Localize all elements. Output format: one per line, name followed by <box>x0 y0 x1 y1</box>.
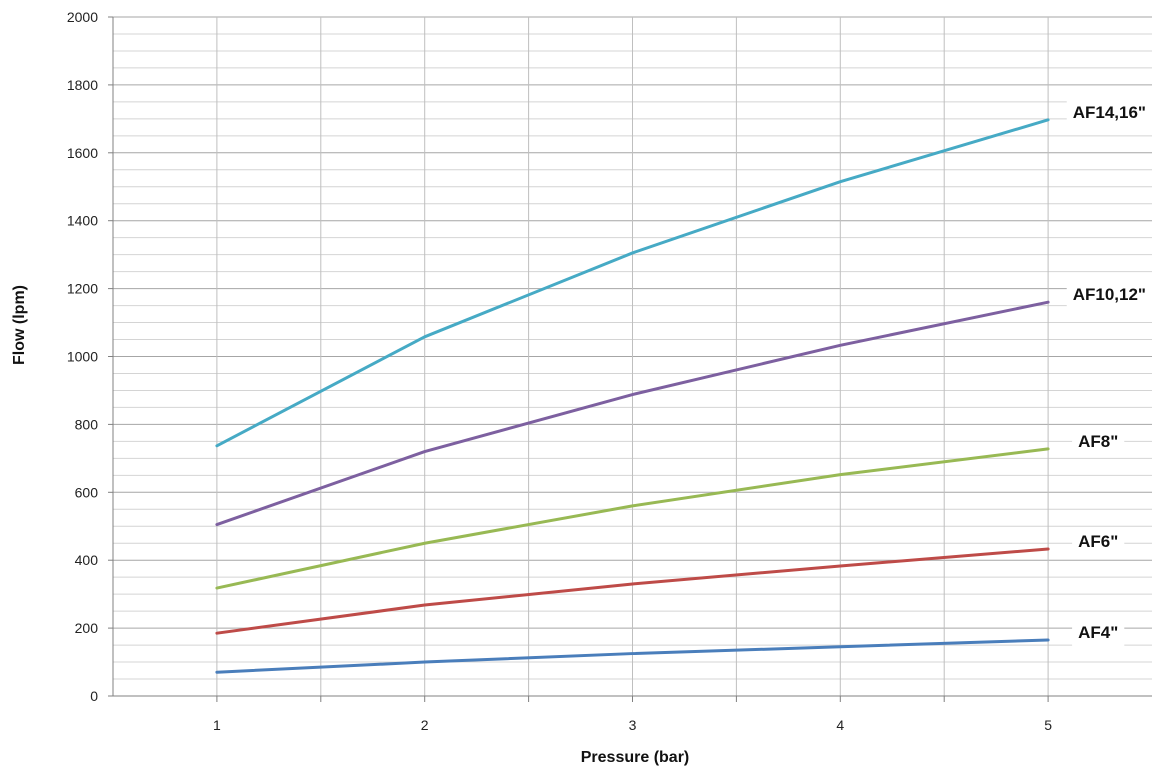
y-tick-label: 2000 <box>67 9 98 25</box>
x-tick-label: 1 <box>213 717 221 733</box>
series-label-af10-12: AF10,12" <box>1073 285 1146 304</box>
series-label-background <box>1072 528 1125 555</box>
y-tick-labels: 0 200 400 600 800 1000 1200 1400 1600 1800 2000 <box>67 9 98 704</box>
series-line-af14-16 <box>215 118 1050 448</box>
y-tick-label: 1600 <box>67 145 98 161</box>
series-label-background <box>1066 282 1152 309</box>
x-tick-label: 4 <box>836 717 844 733</box>
y-tick-label: 1200 <box>67 281 98 297</box>
y-tick-label: 200 <box>75 620 99 636</box>
series-label-background <box>1072 428 1125 455</box>
x-tick-label: 3 <box>629 717 637 733</box>
y-axis-title: Flow (lpm) <box>11 285 28 365</box>
x-tick-label: 2 <box>421 717 429 733</box>
series-line-af8 <box>215 447 1050 590</box>
series-label-af6: AF6" <box>1078 532 1118 551</box>
x-tick-label: 5 <box>1044 717 1052 733</box>
series-line-af10-12 <box>215 300 1050 527</box>
y-tick-label: 1000 <box>67 349 98 365</box>
series-label-af8: AF8" <box>1078 432 1118 451</box>
y-tick-label: 0 <box>90 688 98 704</box>
series-line-af6 <box>215 547 1050 635</box>
y-tick-label: 600 <box>75 484 99 500</box>
y-tick-label: 400 <box>75 552 99 568</box>
axes <box>108 16 1152 702</box>
series-label-background <box>1072 619 1125 646</box>
x-tick-labels: 1 2 3 4 5 <box>213 717 1052 733</box>
y-tick-label: 800 <box>75 416 99 432</box>
y-tick-label: 1400 <box>67 213 98 229</box>
series-labels: AF4" AF6" AF8" AF10,12" AF14,16" <box>1066 99 1152 646</box>
y-tick-label: 1800 <box>67 77 98 93</box>
x-axis-title: Pressure (bar) <box>581 749 690 766</box>
series-label-background <box>1066 99 1152 126</box>
series-label-af14-16: AF14,16" <box>1073 103 1146 122</box>
series-line-af4 <box>215 638 1050 674</box>
series-label-af4: AF4" <box>1078 623 1118 642</box>
grid-lines <box>113 16 1152 696</box>
series-lines <box>215 118 1050 674</box>
